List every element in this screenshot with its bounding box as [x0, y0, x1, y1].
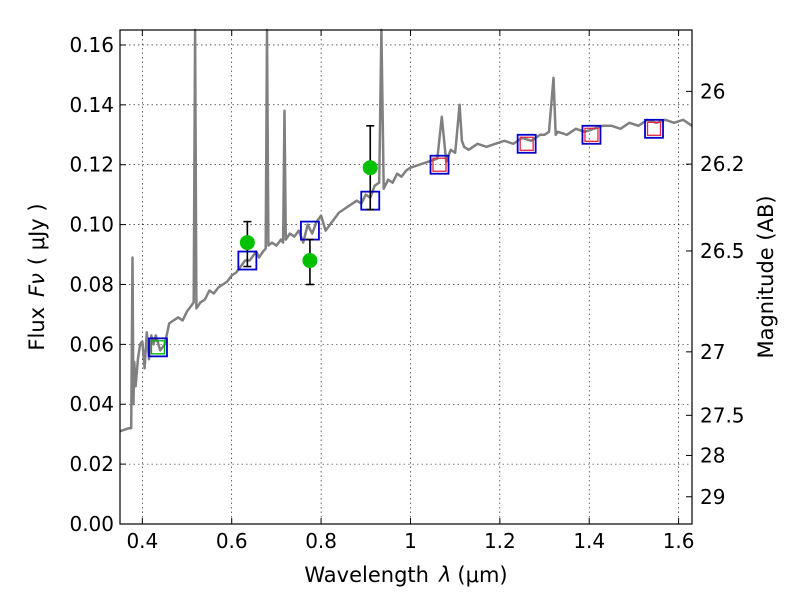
y-axis-label: FluxFν( μJy ): [25, 203, 49, 350]
model-square-blue: [581, 124, 602, 145]
y2-tick-label: 26.5: [700, 239, 745, 263]
x-tick-label: 1: [404, 529, 417, 553]
y-tick-label: 0.04: [69, 392, 114, 416]
x-tick-label: 1.6: [663, 529, 695, 553]
observed-point: [362, 160, 378, 176]
x-tick-label: 0.8: [305, 529, 337, 553]
observed-point: [239, 235, 255, 251]
plot-series: [119, 28, 693, 433]
y2-tick-label: 26: [700, 79, 725, 103]
spectrum-line: [119, 28, 693, 433]
y-tick-label: 0.06: [69, 332, 114, 356]
y-tick-label: 0.08: [69, 272, 114, 296]
y-tick-label: 0.16: [69, 33, 114, 57]
x-tick-label: 0.4: [126, 529, 158, 553]
plot-frame: [119, 29, 693, 525]
model-square-red: [584, 127, 599, 142]
x-tick-label: 0.6: [216, 529, 248, 553]
model-square-blue: [148, 337, 168, 358]
y2-tick-label: 27: [700, 340, 725, 364]
model-square-green: [150, 340, 166, 355]
y2-axis-label: Magnitude (AB): [754, 195, 778, 358]
x-tick-label: 1.4: [573, 529, 605, 553]
model-square-blue: [429, 154, 450, 175]
model-square-red: [432, 157, 447, 172]
y2-tick-label: 28: [700, 443, 725, 467]
y2-tick-label: 29: [700, 485, 725, 509]
y2-tick-label: 27.5: [700, 403, 745, 427]
y-tick-label: 0.02: [69, 452, 114, 476]
y-tick-label: 0.00: [69, 512, 114, 536]
observed-point: [302, 253, 318, 269]
model-square-blue: [516, 133, 537, 154]
y2-tick-label: 26.2: [700, 152, 745, 176]
axis-ticks: 0.4 0.6 0.8 1 1.2 1.4 1.6 0.00 0.02 0.04 0.06 0.08 0…: [69, 30, 745, 553]
y-tick-label: 0.10: [69, 213, 114, 237]
y-tick-label: 0.14: [69, 93, 114, 117]
y-tick-label: 0.12: [69, 153, 114, 177]
x-axis-label: Wavelength λ (μm): [304, 563, 507, 587]
model-square-blue: [644, 118, 664, 139]
x-tick-label: 1.2: [484, 529, 516, 553]
grid-lines: [120, 30, 692, 525]
model-square-red: [646, 121, 662, 136]
model-square-red: [519, 136, 534, 151]
